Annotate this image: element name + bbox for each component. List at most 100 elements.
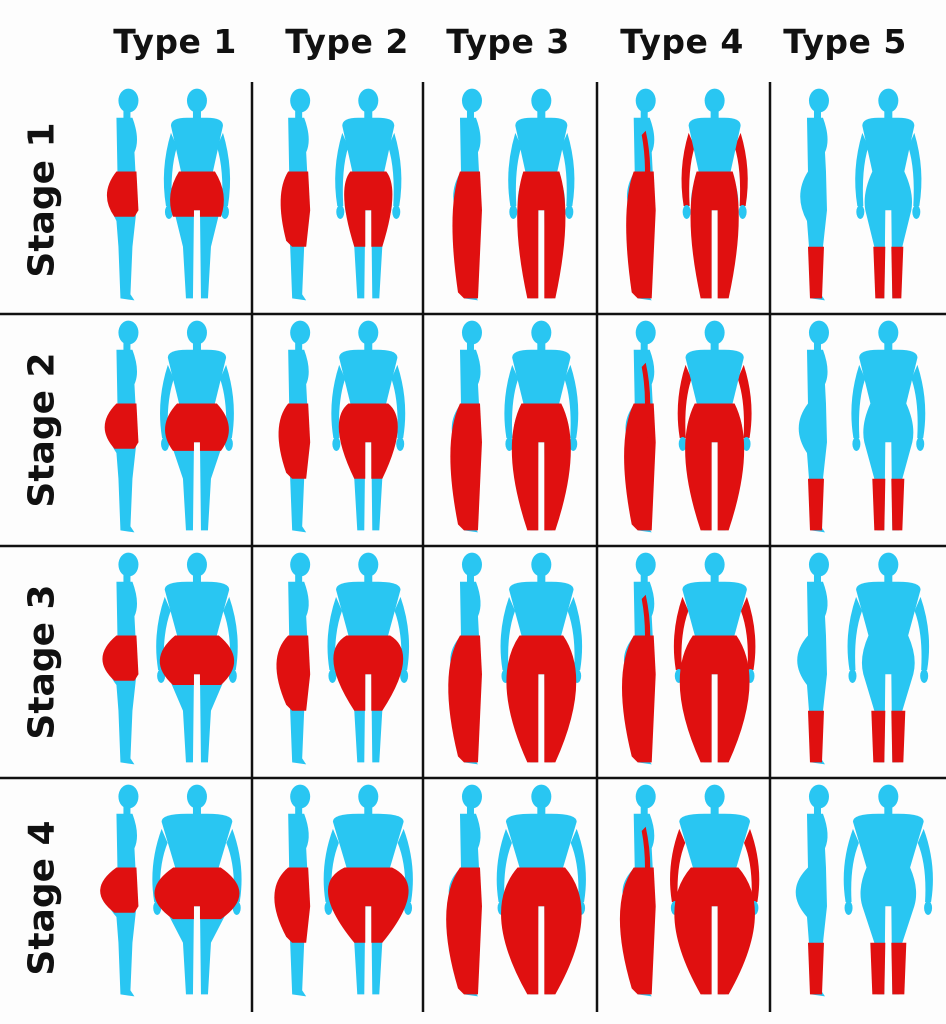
fat-zone xyxy=(891,710,906,763)
figure-torso xyxy=(806,813,828,868)
figure-head xyxy=(878,784,899,809)
fat-zone xyxy=(807,478,824,531)
figure-head xyxy=(808,784,829,809)
fat-zone xyxy=(280,171,311,247)
figure-neck xyxy=(192,805,201,816)
figure-head xyxy=(186,320,207,345)
figure-head xyxy=(290,88,311,113)
figure-neck xyxy=(537,341,546,352)
fat-arm xyxy=(681,132,695,206)
figure-hand xyxy=(396,436,405,451)
figure-torso xyxy=(685,349,744,404)
figure-torso xyxy=(116,581,138,636)
figure-head xyxy=(290,552,311,577)
fat-arm xyxy=(670,828,686,902)
figure-neck xyxy=(813,573,821,584)
fat-zone xyxy=(276,635,311,711)
figure-hand xyxy=(161,436,170,451)
fat-arm xyxy=(677,364,692,438)
cell-stage-4-type-5 xyxy=(795,784,933,997)
cell-stage-2-type-3 xyxy=(450,320,579,533)
fat-zone xyxy=(873,246,886,299)
cell-stage-3-type-4 xyxy=(621,552,756,765)
figure-neck xyxy=(813,109,821,120)
fat-zone xyxy=(511,403,571,531)
fat-zone xyxy=(679,635,750,763)
figure-lower-body xyxy=(861,635,915,763)
fat-zone xyxy=(807,246,824,299)
figure-head xyxy=(290,784,311,809)
figure-hand xyxy=(565,204,574,219)
figure-head xyxy=(635,320,656,345)
figure-neck xyxy=(364,805,373,816)
fat-zone xyxy=(159,635,235,685)
figure-torso xyxy=(288,581,309,636)
figure-torso xyxy=(332,813,404,868)
figure-hand xyxy=(738,204,747,219)
figure-head xyxy=(704,784,725,809)
figure-head xyxy=(704,552,725,577)
figure-neck xyxy=(192,109,201,120)
figure-hand xyxy=(509,204,518,219)
figure-head xyxy=(531,320,552,345)
fat-zone xyxy=(517,171,566,299)
figure-head xyxy=(186,552,207,577)
figure-neck xyxy=(884,109,893,120)
figure-neck xyxy=(710,573,719,584)
figure-head xyxy=(118,552,139,577)
figure-neck xyxy=(710,805,719,816)
figure-neck xyxy=(123,805,131,816)
figure-hand xyxy=(324,900,333,915)
figure-head xyxy=(531,88,552,113)
fat-arm xyxy=(740,596,756,670)
figure-head xyxy=(808,88,829,113)
figure-arm xyxy=(917,828,933,902)
fat-zone xyxy=(446,867,482,995)
figure-arm xyxy=(223,596,238,670)
figure-neck xyxy=(192,573,201,584)
fat-arm xyxy=(641,130,651,206)
figure-torso xyxy=(288,813,309,868)
fat-zone xyxy=(891,478,905,531)
figure-head xyxy=(461,552,482,577)
figure-head xyxy=(118,784,139,809)
figure-hand xyxy=(742,436,751,451)
figure-arm xyxy=(327,596,343,670)
fat-zone xyxy=(100,867,139,913)
fat-arm xyxy=(734,132,748,206)
figure-neck xyxy=(123,341,131,352)
fat-zone xyxy=(891,942,907,995)
figure-neck xyxy=(466,341,474,352)
figure-lower-body xyxy=(864,171,913,299)
figure-neck xyxy=(813,341,821,352)
figure-arm xyxy=(216,132,231,206)
figure-hand xyxy=(920,668,929,683)
figure-hand xyxy=(224,436,233,451)
cell-stage-1-type-3 xyxy=(452,88,575,301)
figure-neck xyxy=(364,109,373,120)
fat-zone xyxy=(327,867,409,943)
figure-head xyxy=(358,320,379,345)
figure-neck xyxy=(710,341,719,352)
fat-arm xyxy=(641,362,651,438)
figure-arm xyxy=(388,132,402,206)
figure-neck xyxy=(884,573,893,584)
figure-neck xyxy=(640,109,648,120)
fat-zone xyxy=(871,710,886,763)
figure-neck xyxy=(710,109,719,120)
figure-torso xyxy=(167,349,227,404)
fat-zone xyxy=(501,867,582,995)
figure-torso xyxy=(164,581,230,636)
figure-torso xyxy=(459,349,481,404)
fat-zone xyxy=(619,867,656,995)
figure-torso xyxy=(342,117,395,172)
figure-torso xyxy=(116,117,138,172)
cell-stage-3-type-1 xyxy=(102,552,238,765)
figure-neck xyxy=(640,341,648,352)
fat-zone xyxy=(106,171,139,217)
column-header-type-3: Type 3 xyxy=(446,22,570,61)
figure-hand xyxy=(852,436,861,451)
figure-neck xyxy=(640,805,648,816)
figure-neck xyxy=(123,573,131,584)
